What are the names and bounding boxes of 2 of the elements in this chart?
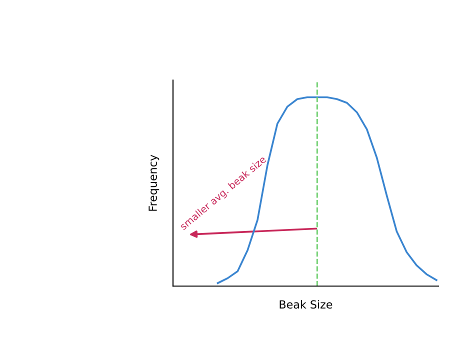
y-axis-title: Frequency (148, 154, 160, 211)
x-axis-title: Beak Size (280, 300, 332, 309)
